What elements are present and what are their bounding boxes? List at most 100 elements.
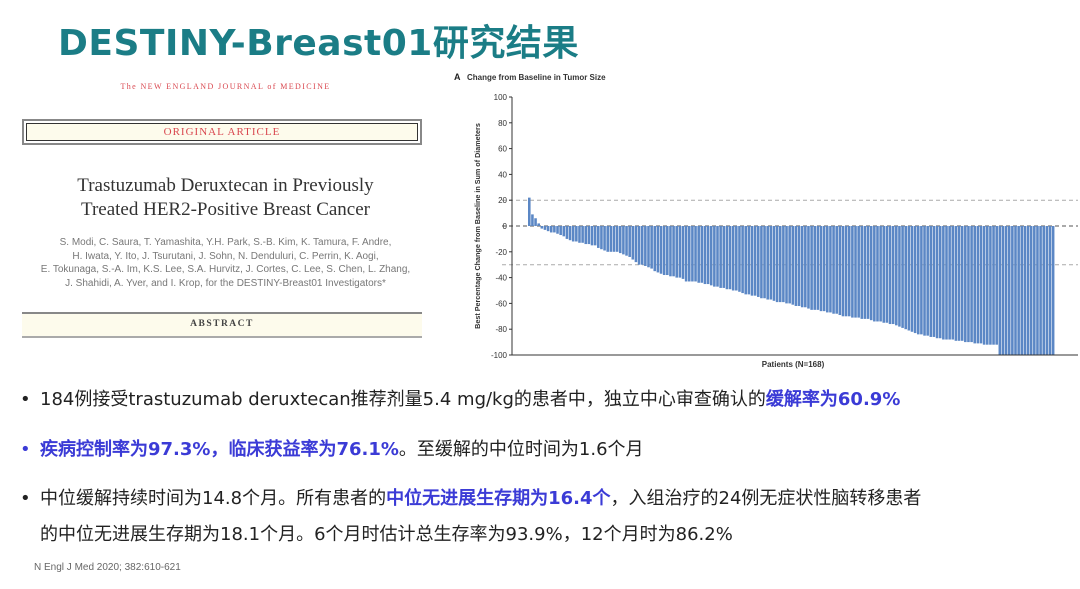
bar xyxy=(891,226,895,325)
bar xyxy=(791,226,795,305)
bar xyxy=(954,226,958,341)
bar xyxy=(750,226,754,296)
bar xyxy=(694,226,697,282)
bar xyxy=(782,226,785,303)
highlighted-text: 缓解率为60.9% xyxy=(765,389,901,410)
y-tick-label: 20 xyxy=(498,196,507,205)
bar xyxy=(612,226,616,252)
bar xyxy=(628,226,631,257)
bullet-text: 中位缓解持续时间为14.8个月。所有患者的中位无进展生存期为16.4个，入组治疗… xyxy=(40,481,921,553)
bar xyxy=(841,226,845,317)
bar xyxy=(813,226,817,310)
y-tick-label: -40 xyxy=(495,274,507,283)
bar xyxy=(898,226,901,327)
bullet-text: 疾病控制率为97.3%，临床获益率为76.1%。至缓解的中位时间为1.6个月 xyxy=(40,432,644,468)
bar xyxy=(923,226,926,336)
journal-name: The NEW ENGLAND JOURNAL of MEDICINE xyxy=(120,82,331,91)
bar xyxy=(722,226,726,288)
bar xyxy=(593,226,597,246)
bar xyxy=(719,226,722,288)
y-tick-label: -20 xyxy=(495,248,507,257)
bar xyxy=(747,226,751,295)
bar xyxy=(753,226,757,296)
bar xyxy=(1020,226,1024,355)
paper-header-image: The NEW ENGLAND JOURNAL of MEDICINE ORIG… xyxy=(18,72,433,350)
bar xyxy=(847,226,851,317)
bar xyxy=(772,226,776,301)
bar xyxy=(713,226,716,287)
bar xyxy=(744,226,748,295)
bar xyxy=(1029,226,1033,355)
bullet-text-segment: 中位缓解持续时间为14.8个月。所有患者的 xyxy=(40,488,387,509)
paper-title-line: Trastuzumab Deruxtecan in Previously xyxy=(77,175,374,196)
bar xyxy=(901,226,904,328)
bar xyxy=(637,226,641,265)
author-line: E. Tokunaga, S.-A. Im, K.S. Lee, S.A. Hu… xyxy=(40,264,411,275)
highlighted-text: 疾病控制率为97.3%，临床获益率为76.1% xyxy=(40,439,399,460)
bar xyxy=(1036,226,1039,355)
bar xyxy=(656,226,660,273)
bar xyxy=(826,226,829,313)
bar xyxy=(578,226,581,243)
bar xyxy=(766,226,769,300)
bar xyxy=(672,226,675,277)
bar xyxy=(964,226,967,343)
bar xyxy=(810,226,813,310)
bar xyxy=(863,226,867,319)
bullet-text-segment: ，入组治疗的24例无症状性脑转移患者 xyxy=(610,488,922,509)
bar xyxy=(942,226,945,340)
paper-title: Trastuzumab Deruxtecan in Previously Tre… xyxy=(18,174,433,222)
bar xyxy=(885,226,889,323)
bar xyxy=(938,226,942,339)
bar xyxy=(546,226,550,232)
bar xyxy=(800,226,804,308)
bar xyxy=(995,226,998,345)
bar xyxy=(920,226,923,335)
bar xyxy=(625,226,628,256)
highlighted-text: 中位无进展生存期为16.4个 xyxy=(386,488,611,509)
bar xyxy=(706,226,710,285)
author-line: H. Iwata, Y. Ito, J. Tsurutani, J. Sohn,… xyxy=(72,250,379,262)
bar xyxy=(559,226,562,236)
bar xyxy=(888,226,892,325)
bar xyxy=(684,226,688,282)
bar xyxy=(553,226,556,233)
bar xyxy=(873,226,876,322)
bar xyxy=(528,197,531,226)
bar xyxy=(549,226,553,233)
bullet-text-segment: 184例接受trastuzumab deruxtecan推荐剂量5.4 mg/k… xyxy=(40,389,766,410)
y-tick-label: 60 xyxy=(498,145,507,154)
bar xyxy=(543,226,547,230)
bar xyxy=(675,226,679,278)
bullet-icon: • xyxy=(20,389,31,410)
bar xyxy=(929,226,933,337)
bar xyxy=(916,226,920,335)
bar xyxy=(669,226,672,277)
bar xyxy=(794,226,798,306)
bar xyxy=(973,226,977,344)
bar xyxy=(741,226,744,294)
y-tick-label: -60 xyxy=(495,299,507,308)
abstract-heading: ABSTRACT xyxy=(22,312,422,338)
bar xyxy=(775,226,779,303)
bar xyxy=(1033,226,1036,355)
bar xyxy=(631,226,635,260)
bar xyxy=(659,226,663,274)
bar xyxy=(597,226,600,248)
bar xyxy=(835,226,838,314)
bar xyxy=(603,226,606,251)
bar xyxy=(600,226,603,250)
bar xyxy=(992,226,995,345)
bar xyxy=(703,226,707,285)
bar xyxy=(697,226,700,283)
bar xyxy=(960,226,964,341)
bar xyxy=(540,226,544,229)
bar xyxy=(857,226,860,318)
bar xyxy=(534,218,537,226)
bar xyxy=(816,226,820,310)
bar xyxy=(575,226,578,242)
author-line: S. Modi, C. Saura, T. Yamashita, Y.H. Pa… xyxy=(59,237,392,248)
bar xyxy=(1048,226,1052,355)
panel-label: A xyxy=(454,72,461,82)
